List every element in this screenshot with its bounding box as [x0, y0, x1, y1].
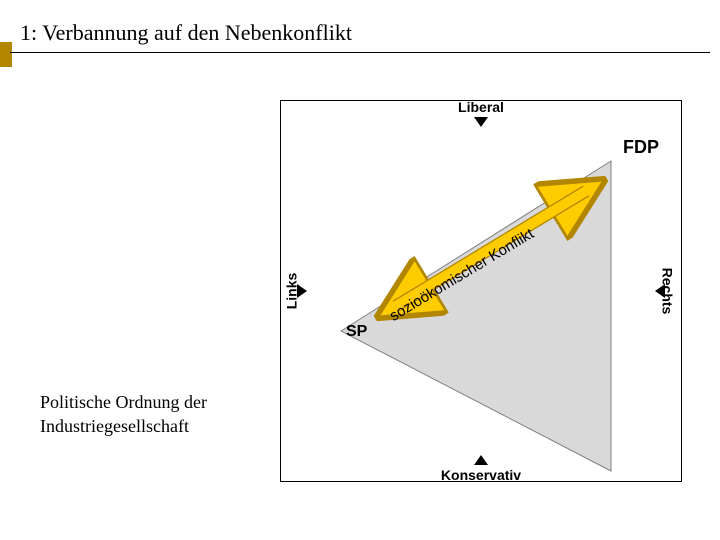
label-fdp: FDP [623, 137, 659, 158]
caption-line-1: Politische Ordnung der [40, 390, 207, 414]
title-underline [10, 52, 710, 53]
diagram-svg [281, 101, 681, 481]
caption-line-2: Industriegesellschaft [40, 414, 207, 438]
accent-bar [0, 42, 12, 67]
slide: 1: Verbannung auf den Nebenkonflikt Libe… [0, 0, 720, 540]
caption: Politische Ordnung der Industriegesellsc… [40, 390, 207, 439]
slide-title: 1: Verbannung auf den Nebenkonflikt [20, 20, 352, 46]
diagram-box: Liberal Konservativ Links Rechts [280, 100, 682, 482]
label-sp: SP [346, 323, 367, 341]
